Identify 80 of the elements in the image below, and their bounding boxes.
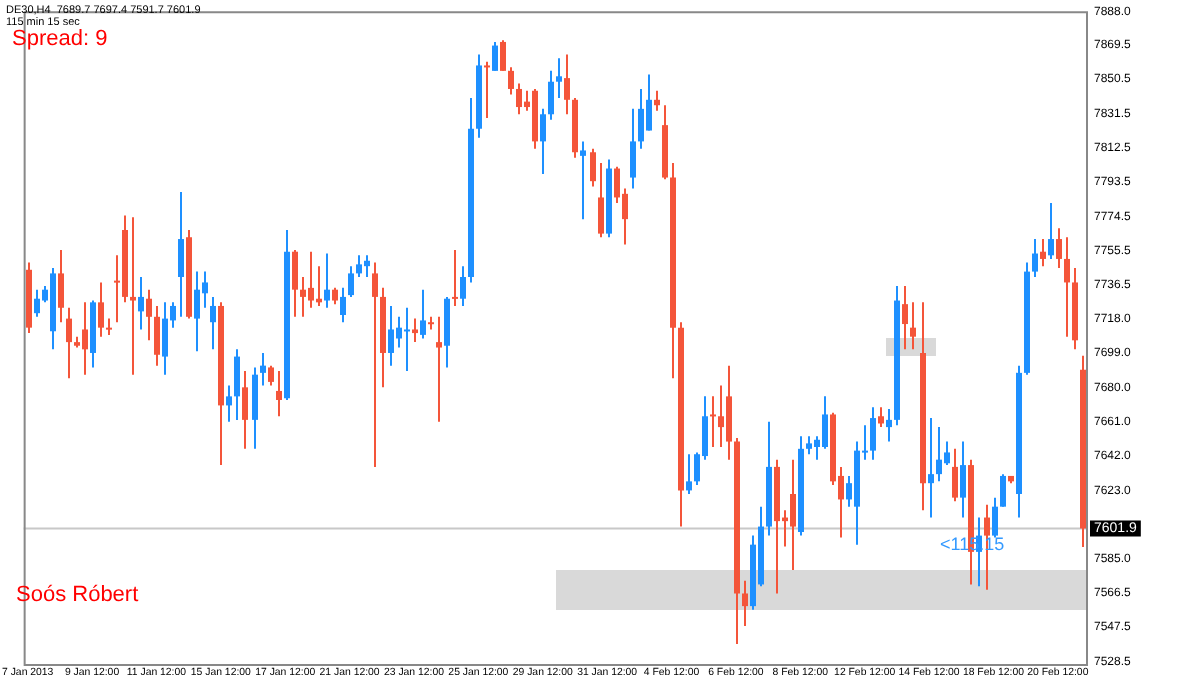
candlestick	[412, 317, 418, 344]
candlestick	[388, 304, 394, 367]
candlestick	[340, 286, 346, 324]
candlestick	[66, 306, 72, 380]
candlestick	[630, 107, 636, 190]
candlestick	[992, 496, 998, 539]
candlestick	[742, 579, 748, 628]
candlestick	[928, 417, 934, 519]
candlestick	[234, 348, 240, 421]
candlestick	[276, 370, 282, 418]
candlestick	[564, 53, 570, 116]
candlestick	[226, 384, 232, 423]
candlestick	[98, 281, 104, 338]
candlestick	[138, 276, 144, 331]
candlestick	[1000, 473, 1006, 508]
candlestick	[82, 301, 88, 376]
candlestick	[944, 440, 950, 467]
candlestick	[260, 351, 266, 387]
candlestick	[886, 408, 892, 443]
candlestick	[878, 406, 884, 429]
candlestick	[540, 107, 546, 175]
candlestick	[242, 370, 248, 450]
candlestick	[268, 364, 274, 387]
candlestick	[452, 248, 458, 307]
candlestick	[710, 395, 716, 448]
candlestick	[364, 254, 370, 279]
candlestick	[580, 140, 586, 221]
candlestick	[1032, 238, 1038, 279]
candlestick	[910, 301, 916, 351]
candlestick	[952, 447, 958, 503]
candlestick	[34, 288, 40, 318]
candlestick	[508, 66, 514, 96]
candlestick	[1056, 227, 1062, 269]
candlestick	[1048, 201, 1054, 260]
candlestick	[718, 384, 724, 448]
candlestick	[348, 265, 354, 298]
candlestick	[638, 87, 644, 150]
candlestick	[194, 270, 200, 353]
annotation: Spread: 9	[12, 27, 108, 52]
candlestick	[146, 288, 152, 342]
candlestick	[372, 261, 378, 468]
candlestick	[548, 69, 554, 121]
candlestick	[654, 89, 660, 112]
candlestick	[162, 301, 168, 376]
candlestick	[130, 216, 136, 376]
candlestick	[822, 395, 828, 450]
candlestick	[1040, 238, 1046, 268]
annotation: Soós Róbert	[16, 583, 139, 608]
candlestick	[484, 60, 490, 119]
candlestick	[598, 162, 604, 239]
candlestick	[960, 440, 966, 519]
candlestick	[420, 288, 426, 340]
candlestick	[300, 276, 306, 318]
candlestick	[870, 406, 876, 461]
candlestick	[252, 366, 258, 450]
candlestick	[790, 458, 796, 571]
candlestick	[902, 285, 908, 351]
candlestick	[324, 252, 330, 309]
candlestick	[444, 295, 450, 369]
candlestick	[1064, 236, 1070, 338]
candlestick	[686, 453, 692, 496]
candlestick	[210, 295, 216, 351]
candlestick	[356, 254, 362, 279]
candlestick	[500, 39, 506, 72]
candlestick	[292, 248, 298, 318]
candlestick	[726, 364, 732, 461]
candlestick	[460, 265, 466, 307]
candlestick	[436, 315, 442, 423]
candlestick	[556, 57, 562, 99]
candlestick	[492, 40, 498, 72]
candlestick	[590, 147, 596, 188]
candlestick	[516, 82, 522, 116]
candlestick	[308, 250, 314, 309]
candlestick	[154, 304, 160, 367]
candlestick	[806, 435, 812, 456]
candlestick	[404, 306, 410, 373]
candlestick	[178, 191, 184, 318]
candlestick	[936, 426, 942, 483]
candlestick	[396, 315, 402, 349]
candlestick	[58, 248, 64, 324]
